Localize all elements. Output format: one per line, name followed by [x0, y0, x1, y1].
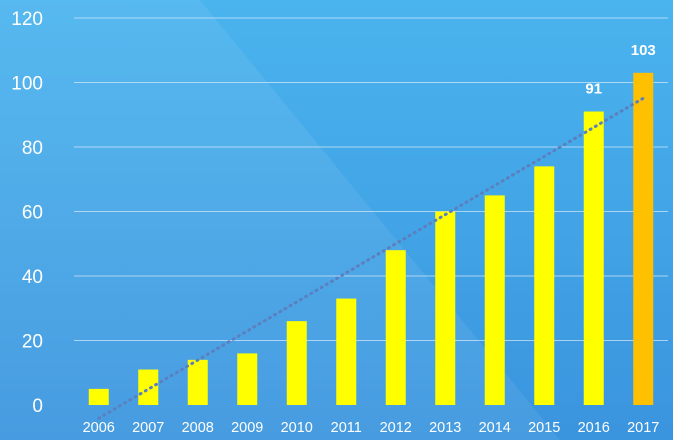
x-tick-label: 2010: [281, 420, 313, 436]
y-tick-label: 100: [11, 74, 43, 95]
y-tick-label: 120: [11, 9, 43, 30]
x-tick-label: 2017: [627, 420, 659, 436]
x-tick-label: 2016: [578, 420, 610, 436]
y-tick-label: 80: [22, 138, 43, 159]
x-tick-label: 2006: [83, 420, 115, 436]
bar-2007: [138, 369, 159, 405]
background-light-sheen: [0, 0, 560, 440]
x-tick-label: 2009: [231, 420, 263, 436]
bar-2011: [336, 298, 357, 405]
data-label: 103: [631, 42, 656, 59]
bar-2010: [286, 321, 307, 405]
y-tick-label: 0: [32, 396, 43, 417]
y-tick-label: 40: [22, 267, 43, 288]
y-tick-label: 60: [22, 203, 43, 224]
x-tick-label: 2007: [132, 420, 164, 436]
data-labels: 91 103: [585, 42, 655, 98]
y-axis-tick-labels: 0 20 40 60 80 100 120: [11, 9, 43, 417]
x-tick-label: 2013: [429, 420, 461, 436]
bar-2017: [633, 72, 654, 405]
bar-2016: [583, 111, 604, 406]
data-label: 91: [585, 81, 602, 98]
bar-2014: [484, 195, 505, 405]
bar-2008: [187, 359, 208, 405]
grid-lines: [74, 17, 668, 341]
x-axis-tick-labels: 2006 2007 2008 2009 2010 2011 2012 2013 2014 2015…: [83, 420, 660, 436]
bar-2015: [534, 166, 555, 405]
y-tick-label: 20: [22, 332, 43, 353]
bar-2012: [385, 250, 406, 405]
bar-2006: [88, 388, 109, 405]
x-tick-label: 2008: [182, 420, 214, 436]
bar-2013: [435, 211, 456, 405]
x-tick-label: 2011: [331, 420, 362, 436]
bars: [88, 72, 654, 406]
bar-2009: [237, 353, 258, 405]
x-tick-label: 2014: [479, 420, 511, 436]
x-tick-label: 2012: [380, 420, 412, 436]
x-tick-label: 2015: [528, 420, 560, 436]
